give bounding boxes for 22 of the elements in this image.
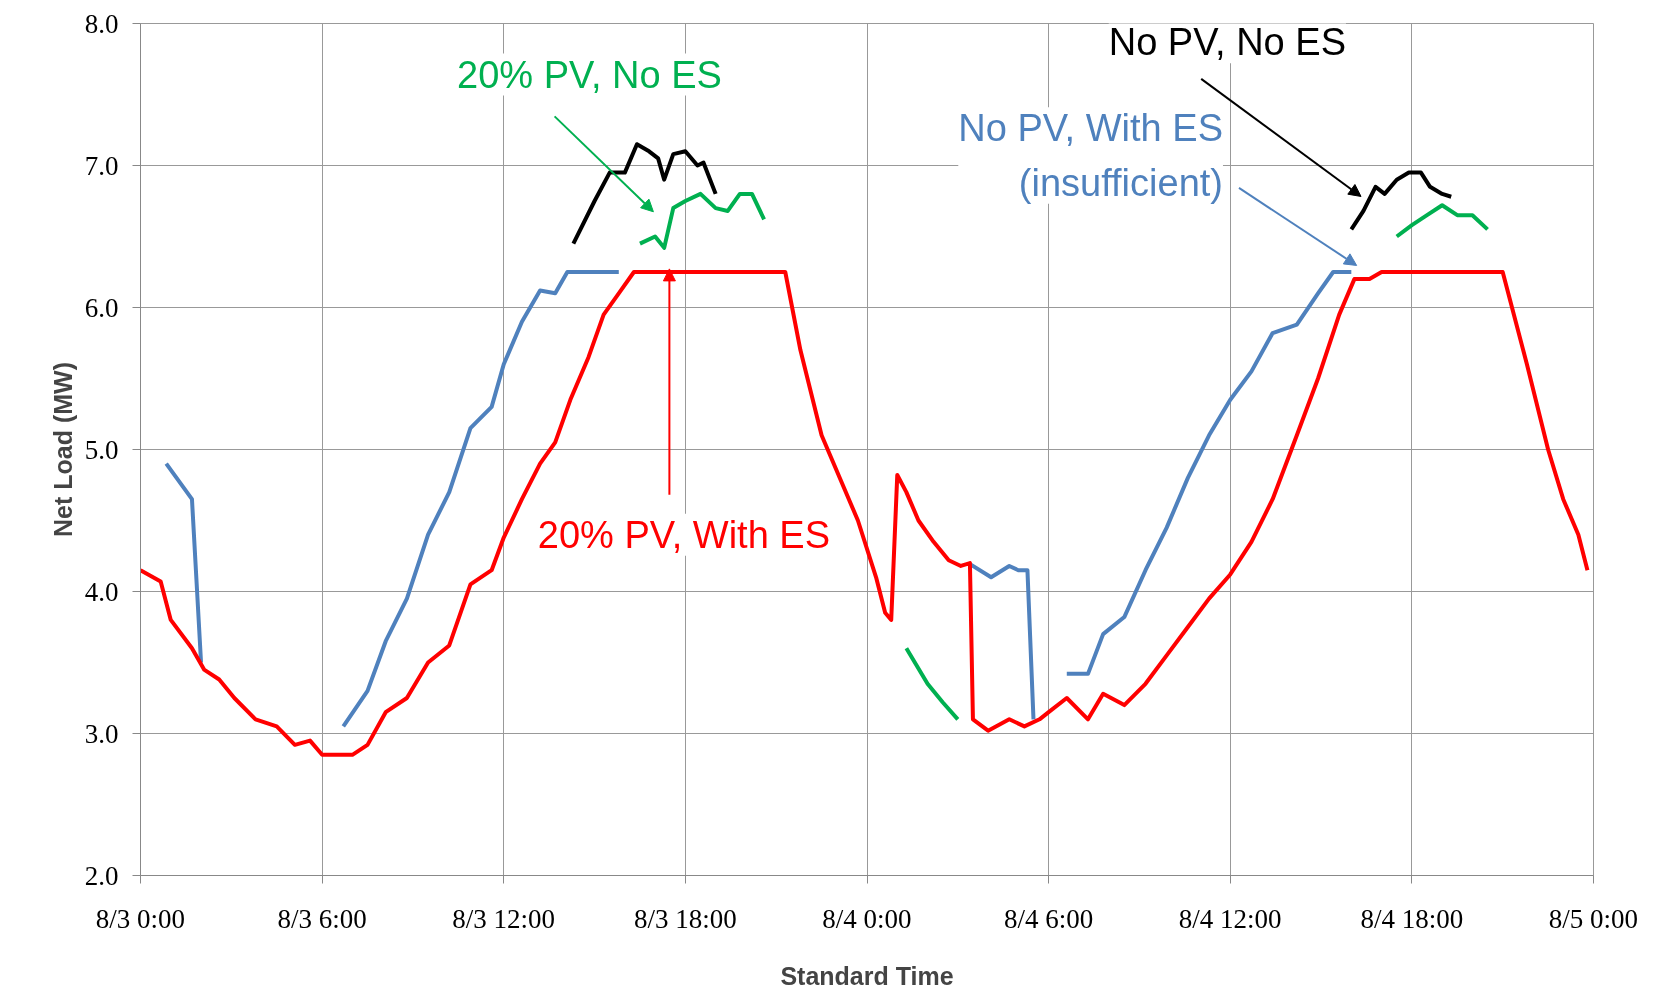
x-tick-label: 8/3 0:00 [95,903,186,934]
y-tick-label: 4.0 [84,576,119,607]
text: 20% PV, No ES [457,53,722,96]
y-tick-label: 3.0 [84,718,119,749]
x-tick-label: 8/5 0:00 [1548,903,1639,934]
y-tick-label: 6.0 [84,292,119,323]
x-tick-label: 8/4 0:00 [822,903,912,934]
y-tick-label: 5.0 [84,434,119,465]
text: No PV, No ES [1108,21,1346,64]
y-tick-label: 2.0 [84,860,119,891]
series-label: 20% PV, With ES [537,513,831,556]
x-tick-label: 8/3 18:00 [634,903,737,934]
x-tick-label: 8/4 6:00 [1004,903,1094,934]
x-axis-title: Standard Time [780,961,954,990]
y-tick-label: 7.0 [84,150,119,181]
x-tick-label: 8/4 18:00 [1360,903,1464,934]
y-axis-title: Net Load (MW) [48,362,77,537]
x-tick-label: 8/3 6:00 [277,903,367,934]
y-tick-label: 8.0 [84,8,119,39]
x-tick-label: 8/4 12:00 [1178,903,1282,934]
text: No PV, With ES (insufficient) [958,107,1223,204]
x-tick-label: 8/3 12:00 [452,903,556,934]
